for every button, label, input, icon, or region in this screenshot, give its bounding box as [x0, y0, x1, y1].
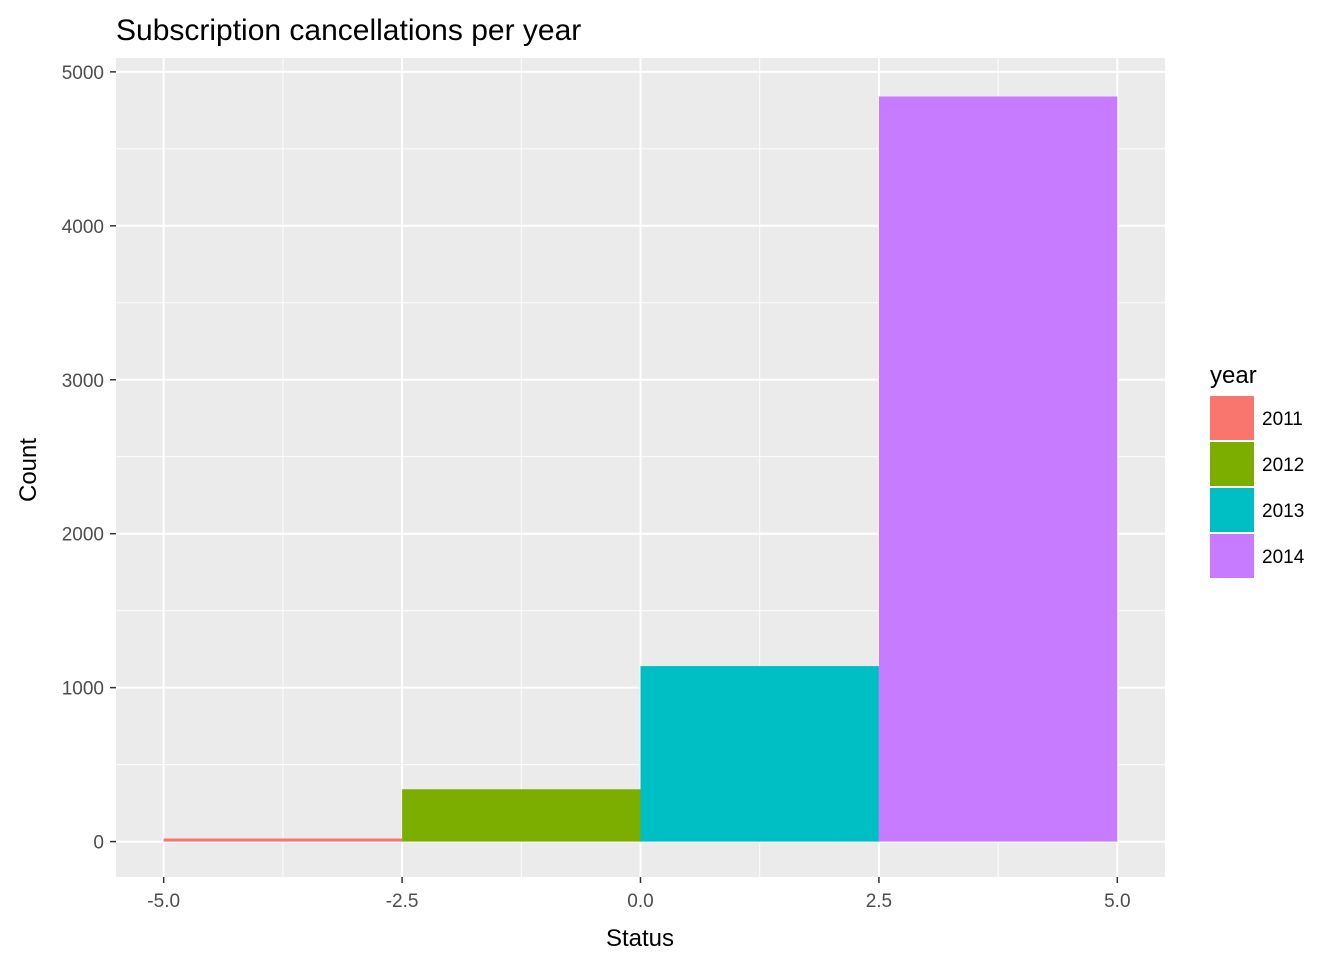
chart-title: Subscription cancellations per year [116, 14, 581, 47]
x-tick-label: 2.5 [866, 891, 892, 912]
y-axis-title: Count [15, 438, 42, 502]
x-tick-label: -5.0 [147, 891, 180, 912]
y-tick-label: 4000 [62, 217, 104, 238]
x-tick-label: 5.0 [1104, 891, 1130, 912]
bars [163, 96, 1118, 842]
bar-2014 [878, 96, 1118, 842]
y-tick-label: 0 [93, 833, 104, 854]
legend-swatch-2011 [1210, 396, 1254, 440]
bar-2012 [402, 789, 641, 842]
y-tick-label: 3000 [62, 371, 104, 392]
y-tick-label: 2000 [62, 525, 104, 546]
x-tick-label: -2.5 [386, 891, 419, 912]
y-axis-ticks: 0 1000 2000 3000 4000 5000 [62, 63, 116, 854]
x-axis-ticks: -5.0 -2.5 0.0 2.5 5.0 [147, 877, 1131, 912]
legend-label-2013: 2013 [1262, 501, 1304, 522]
legend-swatch-2013 [1210, 488, 1254, 532]
x-tick-label: 0.0 [627, 891, 653, 912]
bar-2013 [640, 666, 879, 842]
y-tick-label: 5000 [62, 63, 104, 84]
legend: year 2011 2012 2013 2014 [1210, 362, 1305, 578]
legend-swatch-2014 [1210, 534, 1254, 578]
legend-swatch-2012 [1210, 442, 1254, 486]
legend-label-2012: 2012 [1262, 455, 1304, 476]
x-axis-title: Status [606, 925, 674, 952]
legend-label-2014: 2014 [1262, 547, 1305, 568]
bar-2011 [163, 838, 403, 842]
legend-title: year [1210, 362, 1257, 389]
y-tick-label: 1000 [62, 679, 104, 700]
legend-label-2011: 2011 [1262, 409, 1303, 430]
